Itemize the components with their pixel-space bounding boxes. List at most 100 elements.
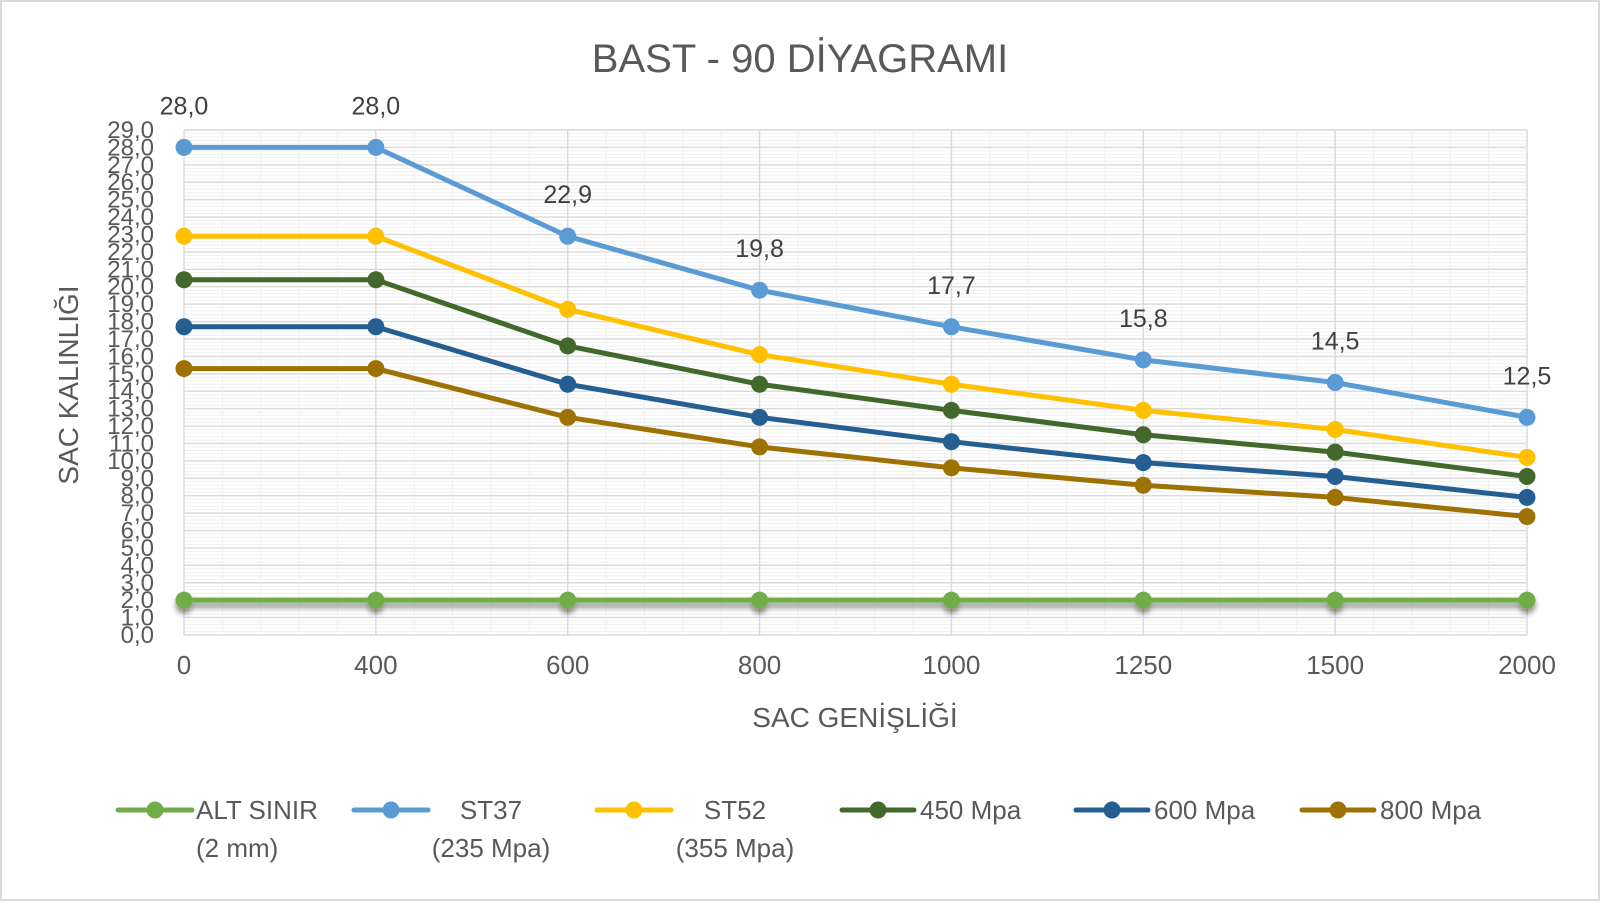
legend-label: 450 Mpa xyxy=(920,795,1022,825)
legend-item: 800 Mpa xyxy=(1299,795,1482,825)
series-line xyxy=(181,144,1530,420)
data-point xyxy=(175,591,193,609)
y-tick-label: 4,0 xyxy=(121,552,154,579)
data-point xyxy=(1134,351,1152,369)
data-point xyxy=(751,346,769,364)
data-point xyxy=(751,281,769,299)
data-point xyxy=(367,271,385,289)
y-tick-label: 16,0 xyxy=(107,343,154,370)
data-label: 28,0 xyxy=(160,92,209,120)
data-point xyxy=(1518,408,1536,426)
x-tick-label: 1500 xyxy=(1306,650,1364,680)
data-point xyxy=(559,591,577,609)
data-point xyxy=(1326,421,1344,439)
y-tick-label: 2,0 xyxy=(121,587,154,614)
data-point xyxy=(367,591,385,609)
series-1 xyxy=(175,138,1536,426)
series-4 xyxy=(175,318,1536,506)
data-point xyxy=(367,318,385,336)
y-tick-label: 21,0 xyxy=(107,256,154,283)
data-point xyxy=(559,227,577,245)
data-point xyxy=(175,318,193,336)
data-point xyxy=(1134,476,1152,494)
data-point xyxy=(1326,468,1344,486)
series-5 xyxy=(175,360,1536,526)
legend-label: ST37 xyxy=(460,795,522,825)
data-point xyxy=(751,591,769,609)
y-tick-label: 10,0 xyxy=(107,448,154,475)
data-point xyxy=(1518,508,1536,526)
y-tick-label: 24,0 xyxy=(107,204,154,231)
data-label: 17,7 xyxy=(927,272,976,300)
chart-title: BAST - 90 DİYAGRAMI xyxy=(592,36,1008,81)
data-point xyxy=(1134,401,1152,419)
data-point xyxy=(942,591,960,609)
x-tick-label: 600 xyxy=(546,650,589,680)
x-tick-label: 1000 xyxy=(923,650,981,680)
data-point xyxy=(1134,426,1152,444)
legend-label: 800 Mpa xyxy=(1380,795,1482,825)
series-2 xyxy=(175,227,1536,466)
data-point xyxy=(942,375,960,393)
y-tick-label: 23,0 xyxy=(107,221,154,248)
y-tick-label: 29,0 xyxy=(107,117,154,144)
data-point xyxy=(559,375,577,393)
y-axis-title: SAC KALINLIĞI xyxy=(53,285,84,484)
legend-label: ST52 xyxy=(704,795,766,825)
y-axis-ticks: 0,01,02,03,04,05,06,07,08,09,010,011,012… xyxy=(107,117,154,649)
data-point xyxy=(1134,454,1152,472)
data-point xyxy=(942,459,960,477)
legend-marker xyxy=(1103,801,1121,819)
x-tick-label: 1250 xyxy=(1114,650,1172,680)
y-tick-label: 15,0 xyxy=(107,361,154,388)
y-tick-label: 8,0 xyxy=(121,483,154,510)
data-point xyxy=(1326,488,1344,506)
data-point xyxy=(1326,374,1344,391)
x-axis-ticks: 0 400 600 800 1000 1250 1500 2000 xyxy=(177,650,1556,680)
data-point xyxy=(1326,591,1344,609)
legend-label: 600 Mpa xyxy=(1154,795,1256,825)
x-tick-label: 0 xyxy=(177,650,191,680)
legend-label-line2: (355 Mpa) xyxy=(676,833,795,863)
x-axis-title: SAC GENİŞLİĞİ xyxy=(752,702,957,733)
y-tick-label: 3,0 xyxy=(121,570,154,597)
legend-item: ALT SINIR (2 mm) xyxy=(115,795,318,863)
data-point xyxy=(1326,443,1344,461)
data-label: 14,5 xyxy=(1311,328,1360,356)
data-point xyxy=(751,408,769,426)
x-tick-label: 2000 xyxy=(1498,650,1556,680)
legend-item: 450 Mpa xyxy=(839,795,1022,825)
series-line xyxy=(181,366,1530,520)
data-label: 15,8 xyxy=(1119,305,1168,333)
y-tick-label: 22,0 xyxy=(107,239,154,266)
data-point xyxy=(942,318,960,336)
legend: ALT SINIR (2 mm) ST37 (235 Mpa) ST52 (355 Mpa… xyxy=(115,795,1482,863)
legend-item: ST52 (355 Mpa) xyxy=(594,795,795,863)
data-point xyxy=(942,401,960,419)
x-tick-label: 800 xyxy=(738,650,781,680)
y-tick-label: 11,0 xyxy=(109,430,154,457)
legend-label: ALT SINIR xyxy=(196,795,318,825)
legend-item: ST37 (235 Mpa) xyxy=(351,795,551,863)
legend-marker xyxy=(146,801,164,819)
data-point xyxy=(175,360,193,378)
data-point xyxy=(1518,468,1536,486)
data-point xyxy=(559,408,577,426)
y-tick-label: 12,0 xyxy=(107,413,154,440)
data-point xyxy=(751,438,769,456)
gridlines xyxy=(183,129,1528,636)
series-0 xyxy=(175,591,1536,609)
data-point xyxy=(1518,488,1536,506)
data-label: 19,8 xyxy=(735,235,784,263)
data-point xyxy=(559,300,577,318)
series-3 xyxy=(175,271,1536,486)
legend-label-line2: (235 Mpa) xyxy=(432,833,551,863)
data-labels: 28,0 28,0 22,9 19,8 17,7 15,8 14,5 12,5 xyxy=(160,92,1552,390)
data-point xyxy=(175,227,193,245)
x-tick-label: 400 xyxy=(354,650,397,680)
series-line xyxy=(181,233,1530,460)
data-point xyxy=(942,433,960,451)
data-point xyxy=(367,227,385,245)
